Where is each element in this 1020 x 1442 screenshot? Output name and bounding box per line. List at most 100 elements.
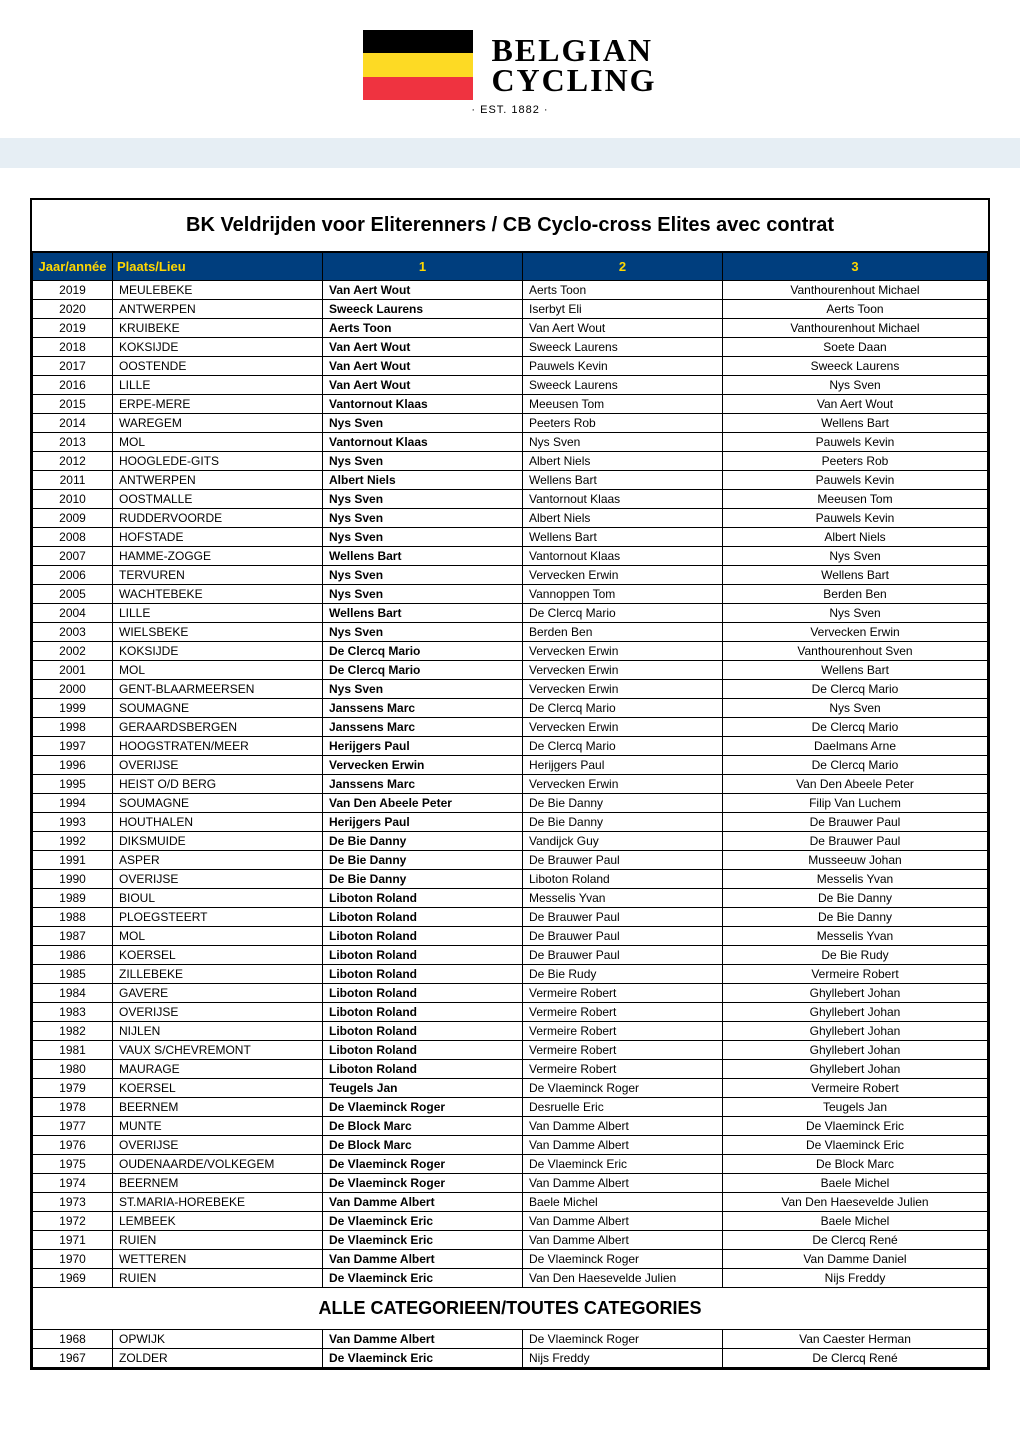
cell-place: OOSTMALLE	[113, 490, 323, 509]
cell-year: 2010	[33, 490, 113, 509]
cell-first: Liboton Roland	[323, 889, 523, 908]
table-row: 1987MOLLiboton RolandDe Brauwer PaulMess…	[33, 927, 988, 946]
logo-est: · EST. 1882 ·	[363, 104, 656, 116]
cell-third: Vanthourenhout Michael	[723, 281, 988, 300]
cell-third: Baele Michel	[723, 1174, 988, 1193]
cell-place: HOUTHALEN	[113, 813, 323, 832]
cell-second: De Bie Rudy	[523, 965, 723, 984]
cell-third: Nys Sven	[723, 699, 988, 718]
cell-third: Vervecken Erwin	[723, 623, 988, 642]
cell-second: Van Den Haesevelde Julien	[523, 1269, 723, 1288]
cell-first: Van Damme Albert	[323, 1330, 523, 1349]
table-row: 1970WETTERENVan Damme AlbertDe Vlaeminck…	[33, 1250, 988, 1269]
table-row: 1969RUIENDe Vlaeminck EricVan Den Haesev…	[33, 1269, 988, 1288]
cell-place: HOOGLEDE-GITS	[113, 452, 323, 471]
content-area: BK Veldrijden voor Eliterenners / CB Cyc…	[0, 168, 1020, 1390]
cell-place: ST.MARIA-HOREBEKE	[113, 1193, 323, 1212]
cell-third: De Clercq Mario	[723, 718, 988, 737]
cell-place: ANTWERPEN	[113, 471, 323, 490]
cell-first: Liboton Roland	[323, 1022, 523, 1041]
cell-year: 1998	[33, 718, 113, 737]
cell-first: Nys Sven	[323, 528, 523, 547]
table-row: 2008HOFSTADENys SvenWellens BartAlbert N…	[33, 528, 988, 547]
logo-line2: CYCLING	[491, 65, 656, 95]
table-row: 1999SOUMAGNEJanssens MarcDe Clercq Mario…	[33, 699, 988, 718]
cell-year: 2008	[33, 528, 113, 547]
cell-year: 1985	[33, 965, 113, 984]
cell-year: 2005	[33, 585, 113, 604]
cell-third: De Block Marc	[723, 1155, 988, 1174]
cell-first: Liboton Roland	[323, 908, 523, 927]
cell-first: De Vlaeminck Roger	[323, 1098, 523, 1117]
cell-second: Vervecken Erwin	[523, 680, 723, 699]
cell-second: De Bie Danny	[523, 794, 723, 813]
cell-second: De Brauwer Paul	[523, 946, 723, 965]
cell-second: De Vlaeminck Roger	[523, 1330, 723, 1349]
cell-year: 1987	[33, 927, 113, 946]
cell-second: Peeters Rob	[523, 414, 723, 433]
cell-year: 1974	[33, 1174, 113, 1193]
cell-year: 1995	[33, 775, 113, 794]
results-table: Jaar/année Plaats/Lieu 1 2 3 2019MEULEBE…	[32, 252, 988, 1368]
cell-first: De Bie Danny	[323, 870, 523, 889]
cell-year: 2019	[33, 281, 113, 300]
cell-third: Musseeuw Johan	[723, 851, 988, 870]
cell-year: 1993	[33, 813, 113, 832]
cell-third: Wellens Bart	[723, 414, 988, 433]
cell-year: 1976	[33, 1136, 113, 1155]
cell-third: Ghyllebert Johan	[723, 1041, 988, 1060]
cell-first: De Clercq Mario	[323, 661, 523, 680]
cell-third: Ghyllebert Johan	[723, 1022, 988, 1041]
cell-year: 1986	[33, 946, 113, 965]
cell-year: 1988	[33, 908, 113, 927]
header-row: Jaar/année Plaats/Lieu 1 2 3	[33, 253, 988, 281]
cell-second: Vandijck Guy	[523, 832, 723, 851]
cell-second: Albert Niels	[523, 452, 723, 471]
cell-year: 1991	[33, 851, 113, 870]
table-row: 2005WACHTEBEKENys SvenVannoppen TomBerde…	[33, 585, 988, 604]
cell-year: 1980	[33, 1060, 113, 1079]
cell-place: OVERIJSE	[113, 1136, 323, 1155]
cell-second: De Vlaeminck Roger	[523, 1079, 723, 1098]
cell-first: Albert Niels	[323, 471, 523, 490]
cell-first: Liboton Roland	[323, 946, 523, 965]
cell-third: Ghyllebert Johan	[723, 984, 988, 1003]
cell-place: RUIEN	[113, 1231, 323, 1250]
cell-place: LEMBEEK	[113, 1212, 323, 1231]
cell-third: De Brauwer Paul	[723, 832, 988, 851]
table-row: 2004LILLEWellens BartDe Clercq MarioNys …	[33, 604, 988, 623]
table-body-all: 1968OPWIJKVan Damme AlbertDe Vlaeminck R…	[33, 1330, 988, 1368]
cell-year: 2013	[33, 433, 113, 452]
cell-year: 1975	[33, 1155, 113, 1174]
cell-first: Nys Sven	[323, 623, 523, 642]
cell-second: De Bie Danny	[523, 813, 723, 832]
table-row: 1997HOOGSTRATEN/MEERHerijgers PaulDe Cle…	[33, 737, 988, 756]
cell-third: Van Den Haesevelde Julien	[723, 1193, 988, 1212]
col-header-year: Jaar/année	[33, 253, 113, 281]
cell-first: Aerts Toon	[323, 319, 523, 338]
table-row: 1978BEERNEMDe Vlaeminck RogerDesruelle E…	[33, 1098, 988, 1117]
cell-third: Van Damme Daniel	[723, 1250, 988, 1269]
cell-second: Wellens Bart	[523, 528, 723, 547]
col-header-second: 2	[523, 253, 723, 281]
cell-first: Liboton Roland	[323, 927, 523, 946]
table-row: 2017OOSTENDEVan Aert WoutPauwels KevinSw…	[33, 357, 988, 376]
cell-place: MUNTE	[113, 1117, 323, 1136]
table-row: 1976OVERIJSEDe Block MarcVan Damme Alber…	[33, 1136, 988, 1155]
cell-year: 1967	[33, 1349, 113, 1368]
cell-year: 2009	[33, 509, 113, 528]
cell-third: Daelmans Arne	[723, 737, 988, 756]
cell-third: De Bie Danny	[723, 908, 988, 927]
cell-third: Ghyllebert Johan	[723, 1060, 988, 1079]
table-row: 1993HOUTHALENHerijgers PaulDe Bie DannyD…	[33, 813, 988, 832]
col-header-first: 1	[323, 253, 523, 281]
cell-second: De Vlaeminck Roger	[523, 1250, 723, 1269]
cell-first: Van Damme Albert	[323, 1250, 523, 1269]
cell-year: 2003	[33, 623, 113, 642]
cell-place: MOL	[113, 433, 323, 452]
cell-place: MOL	[113, 927, 323, 946]
cell-third: Baele Michel	[723, 1212, 988, 1231]
cell-second: Meeusen Tom	[523, 395, 723, 414]
cell-place: OVERIJSE	[113, 756, 323, 775]
table-row: 2003WIELSBEKENys SvenBerden BenVervecken…	[33, 623, 988, 642]
